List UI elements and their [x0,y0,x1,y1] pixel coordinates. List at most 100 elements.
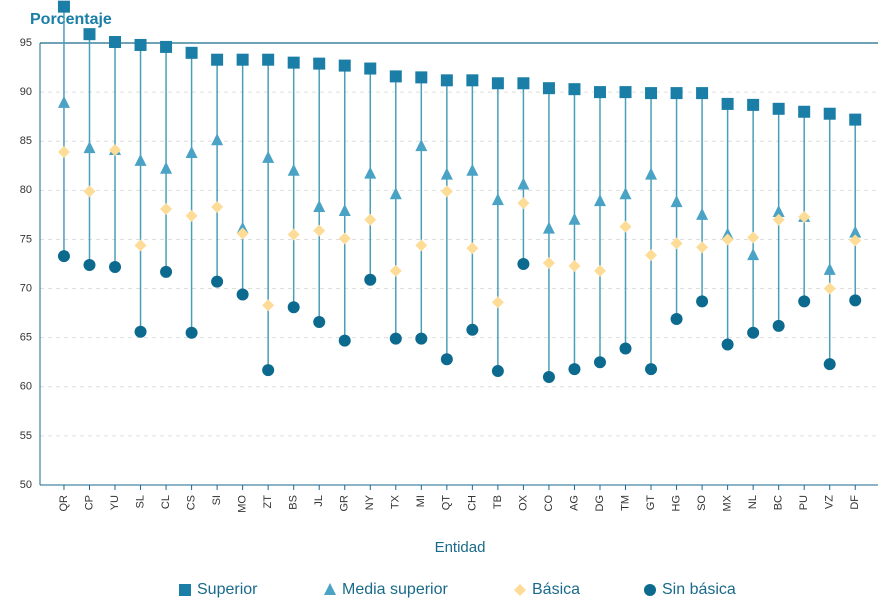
marker-diamond [262,299,275,312]
x-tick-label: NY [364,494,376,510]
marker-triangle [287,163,300,176]
marker-square [568,83,581,96]
marker-square [389,70,402,83]
marker-triangle [134,153,147,166]
marker-square [619,86,632,99]
marker-circle [747,326,760,339]
marker-triangle [542,221,555,234]
x-tick-label: BC [773,495,785,510]
y-tick-label: 55 [20,430,32,442]
marker-diamond [287,228,300,241]
marker-square [83,28,96,41]
x-tick-label: CO [543,495,555,512]
marker-diamond [109,144,122,157]
marker-square [338,59,351,72]
marker-triangle [593,194,606,207]
marker-square [109,36,122,49]
marker-diamond [798,210,811,223]
marker-triangle [823,262,836,275]
x-tick-label: CP [83,495,95,510]
marker-circle [211,275,224,288]
marker-triangle [517,177,530,190]
y-tick-label: 75 [20,233,32,245]
marker-circle [57,250,70,263]
x-tick-label: QR [58,495,70,512]
x-tick-label: SI [211,495,223,505]
marker-diamond [823,282,836,295]
marker-diamond [134,239,147,252]
marker-triangle [696,207,709,220]
y-tick-label: 70 [20,282,32,294]
marker-square [772,102,785,115]
marker-triangle [491,193,504,206]
legend-item: Superior [179,581,258,598]
marker-circle [619,342,632,355]
marker-circle [772,319,785,332]
x-tick-label: GR [339,495,351,512]
marker-square [823,107,836,120]
marker-circle [491,365,504,378]
legend-label: Sin básica [662,581,736,598]
marker-diamond [491,296,504,309]
marker-triangle [389,187,402,200]
marker-diamond [364,213,377,226]
marker-square [313,57,326,70]
marker-circle [721,338,734,351]
marker-diamond [772,213,785,226]
marker-diamond [696,241,709,254]
legend-item: Sin básica [644,581,736,598]
marker-triangle [568,212,581,225]
marker-circle [568,363,581,376]
x-tick-label: QT [441,495,453,511]
y-tick-label: 65 [20,332,32,344]
marker-circle [389,332,402,345]
x-tick-label: MO [237,495,249,513]
marker-diamond [236,227,249,240]
marker-circle [542,370,555,383]
marker-circle [466,323,479,336]
marker-triangle [83,141,96,154]
marker-square [645,87,658,100]
marker-triangle [262,150,275,163]
x-tick-label: YU [109,495,121,510]
marker-circle [185,326,198,339]
marker-triangle [57,95,70,108]
marker-square [849,113,862,126]
marker-triangle [160,161,173,174]
marker-square [466,74,479,87]
marker-square [696,87,709,100]
x-axis-label: Entidad [435,539,486,556]
marker-circle [517,258,530,270]
marker-circle [440,353,453,366]
marker-diamond [542,257,555,270]
marker-circle [849,294,862,307]
x-tick-label: SO [696,495,708,511]
x-tick-label: MX [722,494,734,511]
marker-diamond [517,197,530,210]
marker-circle [645,363,658,376]
marker-square [747,98,760,111]
marker-circle [338,334,351,347]
marker-circle [696,295,709,308]
marker-circle [83,258,96,271]
marker-square [57,0,70,13]
legend-label: Media superior [342,581,449,598]
x-tick-label: CS [185,495,197,510]
marker-square [211,53,224,66]
y-tick-label: 95 [20,37,32,49]
x-tick-label: GT [645,495,657,511]
marker-triangle [338,203,351,216]
marker-diamond [619,220,632,233]
x-tick-label: ZT [262,495,274,509]
x-tick-label: NL [747,495,759,509]
marker-diamond [313,224,326,237]
marker-square [593,86,606,99]
marker-square [721,97,734,110]
legend-label: Superior [197,581,258,598]
marker-triangle [415,139,428,152]
marker-triangle [619,187,632,200]
y-tick-label: 80 [20,184,32,196]
marker-triangle [772,204,785,217]
marker-diamond [849,234,862,247]
x-tick-label: CL [160,495,172,509]
